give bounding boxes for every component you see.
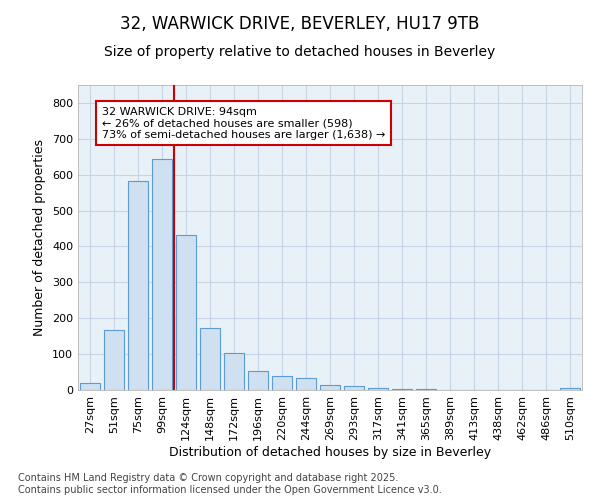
Text: 32, WARWICK DRIVE, BEVERLEY, HU17 9TB: 32, WARWICK DRIVE, BEVERLEY, HU17 9TB (121, 15, 479, 33)
Bar (200, 328, 220, 390)
Text: 32 WARWICK DRIVE: 94sqm
← 26% of detached houses are smaller (598)
73% of semi-d: 32 WARWICK DRIVE: 94sqm ← 26% of detache… (102, 106, 385, 140)
Bar (104, 330, 124, 390)
Text: Contains HM Land Registry data © Crown copyright and database right 2025.
Contai: Contains HM Land Registry data © Crown c… (18, 474, 442, 495)
Bar (152, 160, 172, 390)
Bar (560, 388, 580, 390)
Bar (368, 388, 388, 390)
Bar (128, 181, 148, 390)
Y-axis label: Number of detached properties: Number of detached properties (34, 139, 46, 336)
Bar (80, 383, 100, 390)
Text: Size of property relative to detached houses in Beverley: Size of property relative to detached ho… (104, 45, 496, 59)
Bar (224, 352, 244, 390)
Bar (344, 386, 364, 390)
Bar (272, 376, 292, 390)
Bar (296, 378, 316, 390)
X-axis label: Distribution of detached houses by size in Beverley: Distribution of detached houses by size … (169, 446, 491, 458)
Bar (320, 385, 340, 390)
Bar (248, 372, 268, 390)
Bar (176, 235, 196, 390)
